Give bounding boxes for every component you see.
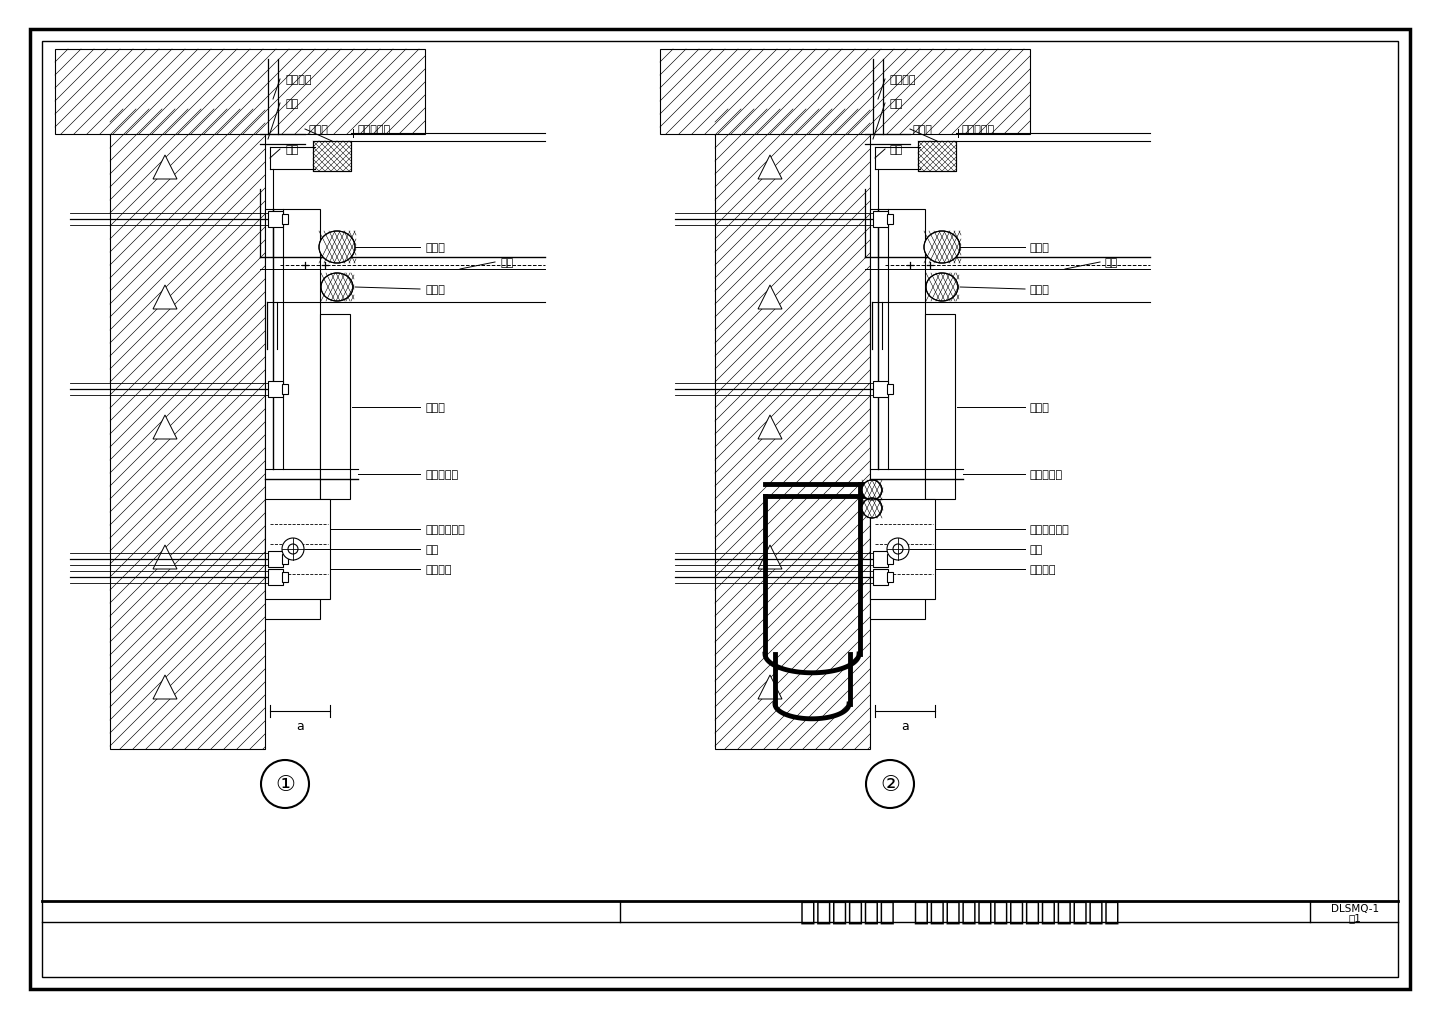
Text: 膨胀螺栓: 膨胀螺栓 <box>1030 565 1057 575</box>
Text: 膨胀螺栓: 膨胀螺栓 <box>890 75 916 85</box>
Circle shape <box>887 538 909 560</box>
Bar <box>887 554 893 565</box>
Text: 泡沫条: 泡沫条 <box>913 125 933 135</box>
Bar <box>873 382 888 397</box>
Polygon shape <box>153 285 177 310</box>
Ellipse shape <box>924 231 960 264</box>
Bar <box>282 573 288 583</box>
Bar <box>320 315 350 499</box>
Bar <box>887 384 893 394</box>
Bar <box>268 382 284 397</box>
Text: 槽钢: 槽钢 <box>285 145 298 155</box>
Text: 镀锌板支托: 镀锌板支托 <box>425 470 458 480</box>
Text: a: a <box>297 718 304 732</box>
Polygon shape <box>757 285 782 310</box>
Text: 室内装饰线: 室内装饰线 <box>357 125 390 135</box>
Circle shape <box>865 760 914 808</box>
Text: 镀锌板支托: 镀锌板支托 <box>1030 470 1063 480</box>
Bar <box>924 315 955 499</box>
Bar <box>312 142 351 172</box>
Bar <box>873 212 888 228</box>
Bar <box>660 50 1030 135</box>
Circle shape <box>288 544 298 554</box>
Polygon shape <box>153 416 177 439</box>
Bar <box>109 110 265 749</box>
Text: 膨胀螺栓: 膨胀螺栓 <box>425 565 452 575</box>
Polygon shape <box>757 545 782 570</box>
Text: 幕墙标准节点  大理石与全玻璃幕墙连接节点: 幕墙标准节点 大理石与全玻璃幕墙连接节点 <box>801 899 1120 925</box>
Bar <box>887 573 893 583</box>
Text: 泡沫条: 泡沫条 <box>308 125 328 135</box>
Circle shape <box>261 760 310 808</box>
Text: 耐候胶: 耐候胶 <box>1030 284 1050 294</box>
Text: 耐候胶: 耐候胶 <box>425 284 445 294</box>
Bar <box>55 50 425 135</box>
Bar <box>873 551 888 568</box>
Polygon shape <box>153 156 177 179</box>
Bar <box>268 212 284 228</box>
Text: 图1: 图1 <box>1349 912 1361 922</box>
Bar <box>870 210 924 620</box>
Bar <box>870 499 935 599</box>
Text: 裂缝: 裂缝 <box>1104 258 1119 268</box>
Text: ①: ① <box>275 774 295 794</box>
Polygon shape <box>153 545 177 570</box>
Bar <box>919 142 956 172</box>
Text: 槽钢: 槽钢 <box>890 145 903 155</box>
Text: 大理石: 大理石 <box>1030 403 1050 413</box>
Polygon shape <box>757 156 782 179</box>
Text: 膨胀螺栓: 膨胀螺栓 <box>285 75 311 85</box>
Text: 室内装饰线: 室内装饰线 <box>962 125 995 135</box>
Ellipse shape <box>321 274 353 302</box>
Ellipse shape <box>863 481 881 500</box>
Polygon shape <box>757 676 782 699</box>
Text: 不锈钢连接件: 不锈钢连接件 <box>425 525 465 535</box>
Text: 角钢: 角钢 <box>890 99 903 109</box>
Text: 不锈钢连接件: 不锈钢连接件 <box>1030 525 1070 535</box>
Text: DLSMQ-1: DLSMQ-1 <box>1331 903 1380 913</box>
Bar <box>716 110 870 749</box>
Polygon shape <box>757 416 782 439</box>
Text: a: a <box>901 718 909 732</box>
Bar <box>887 215 893 225</box>
Bar <box>265 499 330 599</box>
Text: ②: ② <box>880 774 900 794</box>
Bar <box>268 551 284 568</box>
Polygon shape <box>153 676 177 699</box>
Bar <box>873 570 888 586</box>
Ellipse shape <box>926 274 958 302</box>
Bar <box>265 210 320 620</box>
Text: 螺栓: 螺栓 <box>425 544 438 554</box>
Text: 角钢: 角钢 <box>285 99 298 109</box>
Bar <box>282 215 288 225</box>
Circle shape <box>282 538 304 560</box>
Circle shape <box>893 544 903 554</box>
Ellipse shape <box>863 498 881 519</box>
Bar <box>282 384 288 394</box>
Text: 裂缝: 裂缝 <box>500 258 513 268</box>
Bar <box>282 554 288 565</box>
Text: 大理石: 大理石 <box>425 403 445 413</box>
Text: 耐候胶: 耐候胶 <box>1030 243 1050 253</box>
Text: 螺栓: 螺栓 <box>1030 544 1043 554</box>
Bar <box>919 142 956 172</box>
Bar <box>312 142 351 172</box>
Ellipse shape <box>320 231 356 264</box>
Text: 耐候胶: 耐候胶 <box>425 243 445 253</box>
Bar <box>268 570 284 586</box>
